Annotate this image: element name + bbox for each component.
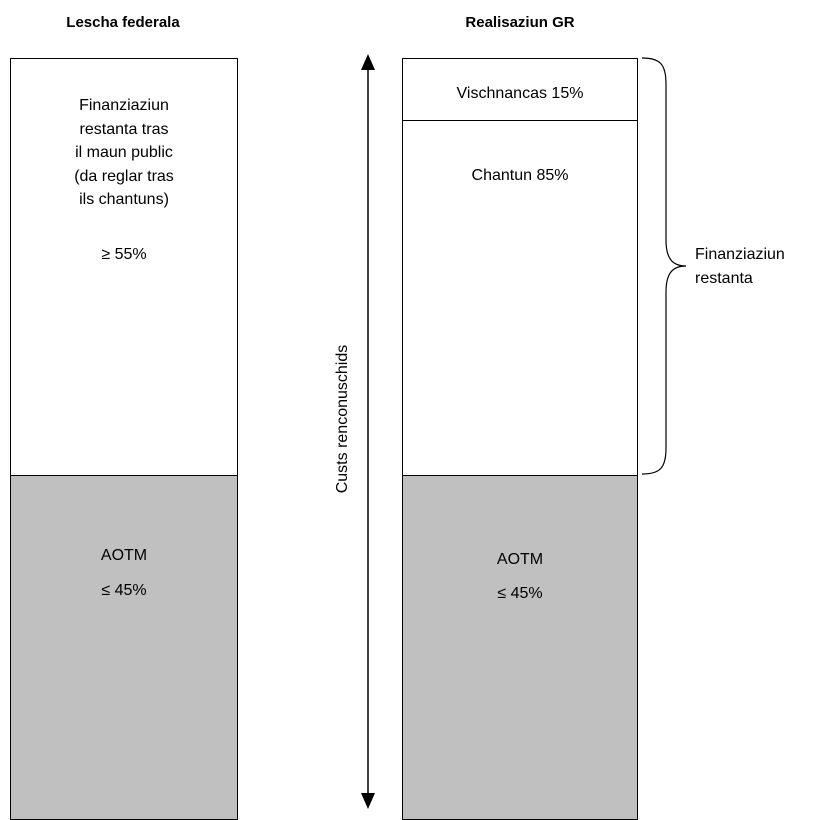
left-upper-line-1: Finanziaziun [79,97,169,114]
brace-label-line-2: restanta [695,270,753,287]
right-middle-label: Chantun 85% [471,167,569,184]
right-lower-box [402,475,638,820]
left-upper-text: Finanziaziun restanta tras il maun publi… [10,94,238,212]
axis-label: Custs renconuschids [334,344,351,494]
left-column-title: Lescha federala [66,14,180,31]
left-lower-percent: ≤ 45% [101,582,147,599]
right-middle-box [402,120,638,476]
left-upper-line-4: (da reglar tras [74,167,174,185]
right-lower-label: AOTM [496,551,544,568]
right-top-label: Vischnancas 15% [456,85,584,102]
double-arrow [361,54,375,809]
arrow-head-down [361,793,375,809]
left-upper-line-2: restanta tras [79,120,169,138]
arrow-head-up [361,54,375,70]
left-upper-line-5: ils chantuns) [79,191,169,208]
curly-brace [641,57,687,475]
right-column-title: Realisaziun GR [465,14,575,31]
left-upper-percent: ≥ 55% [101,246,147,263]
left-upper-line-3: il maun public [75,144,173,161]
left-upper-box [10,58,238,476]
right-top-box [402,58,638,121]
brace-label-line-1: Finanziaziun [695,246,785,263]
right-lower-percent: ≤ 45% [497,585,543,602]
left-lower-box [10,475,238,820]
left-lower-label: AOTM [100,547,148,564]
brace-label: Finanziaziun restanta [695,243,785,291]
